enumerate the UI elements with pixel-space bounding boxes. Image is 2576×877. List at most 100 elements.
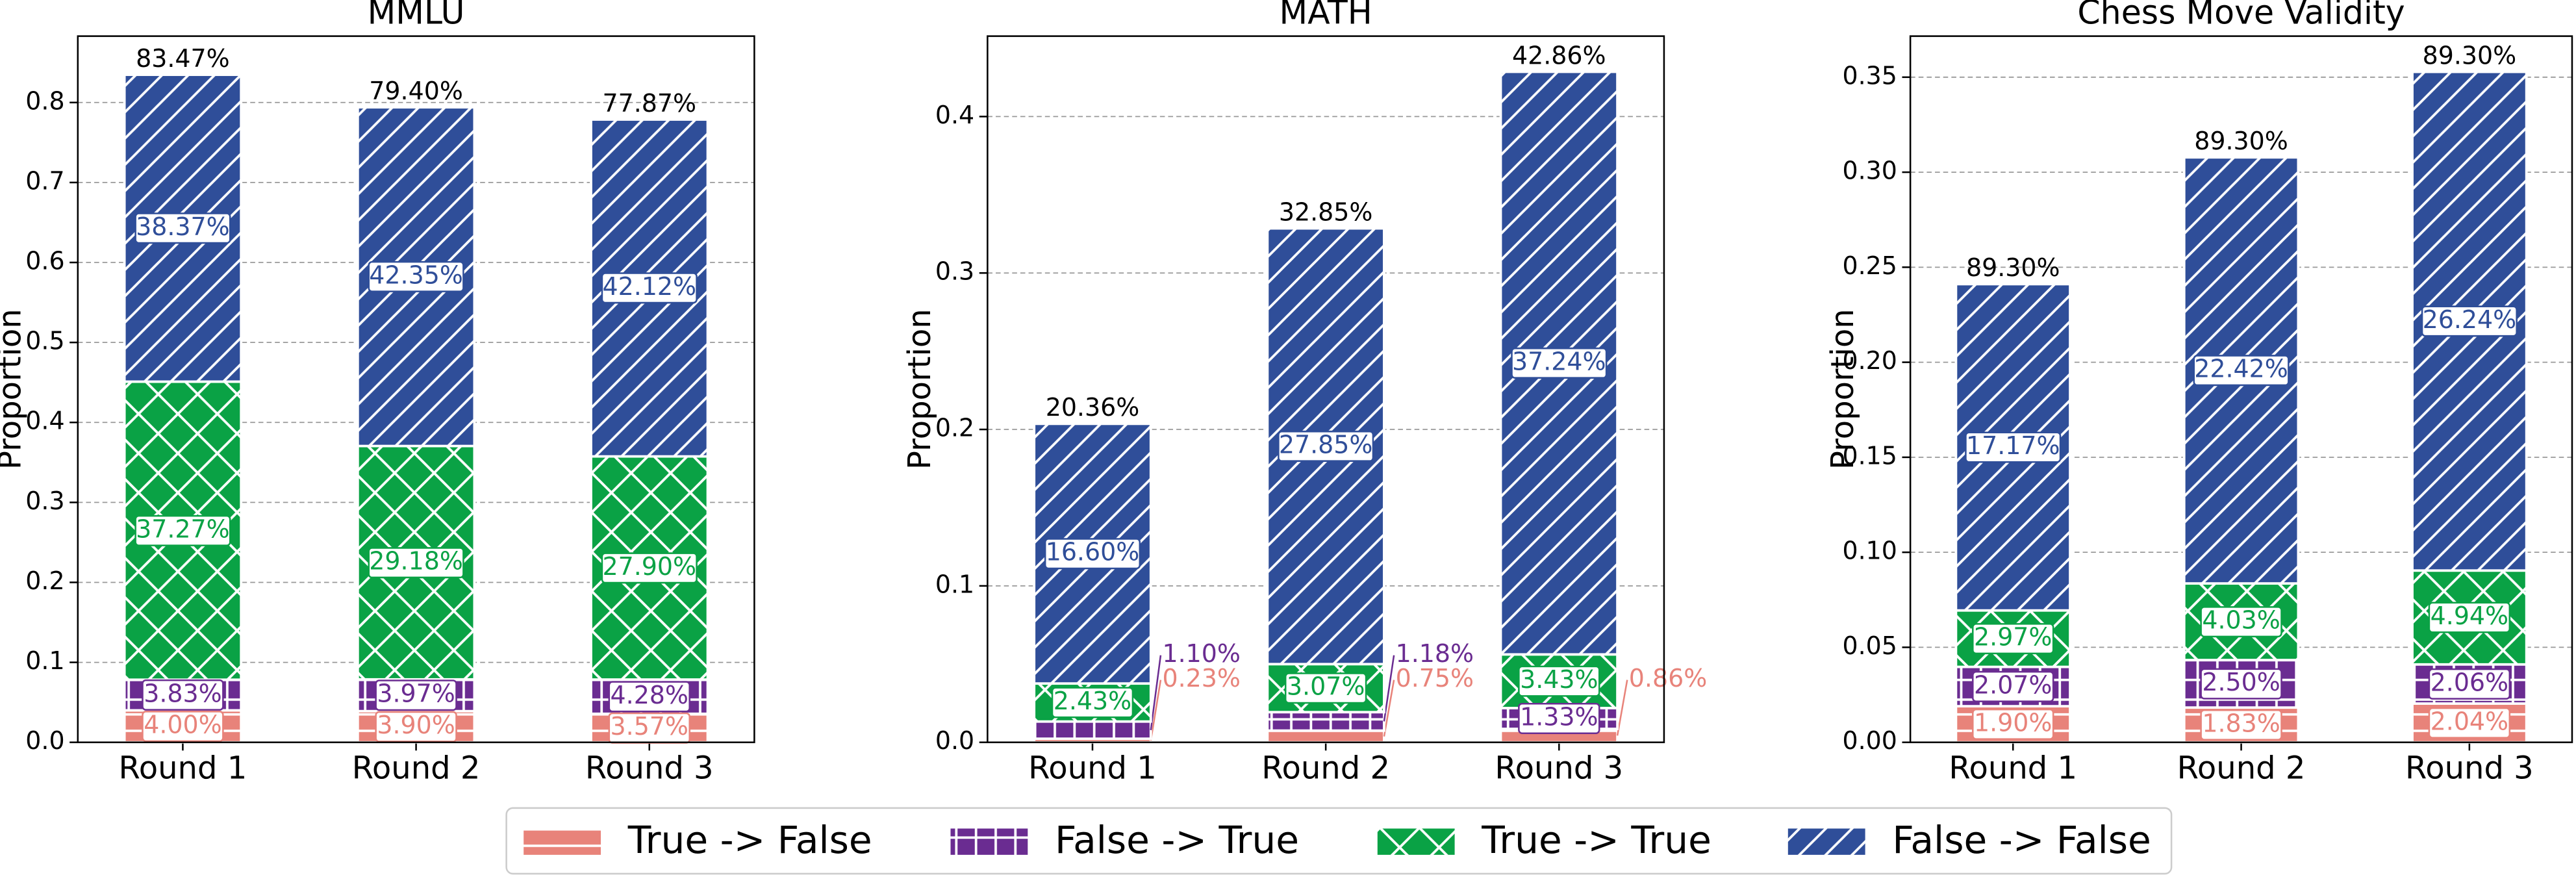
value-label-box — [134, 212, 231, 244]
plot-frame — [77, 35, 755, 743]
value-label: 3.43% — [1520, 665, 1598, 694]
bar-segment — [1266, 729, 1385, 744]
value-label: 3.90% — [377, 711, 455, 739]
leader-line — [1383, 655, 1395, 722]
legend-swatch — [522, 826, 603, 857]
value-label-box — [1518, 665, 1600, 697]
x-tick-label: Round 2 — [2177, 750, 2306, 787]
value-label-box — [1965, 431, 2062, 463]
value-label-box — [2200, 606, 2282, 638]
leader-line — [1150, 680, 1162, 741]
total-label: 42.86% — [1512, 41, 1606, 70]
value-label: 16.60% — [1046, 538, 1140, 566]
legend-swatch — [1376, 826, 1457, 857]
legend-box — [505, 807, 2173, 875]
value-label-box — [142, 679, 224, 711]
value-label-box — [1051, 687, 1134, 718]
value-label-box — [1972, 708, 2054, 740]
value-label: 4.00% — [144, 711, 221, 739]
total-label: 20.36% — [1046, 393, 1140, 422]
value-label: 4.94% — [2431, 602, 2508, 630]
x-tick-label: Round 1 — [119, 750, 247, 787]
value-label: 2.43% — [1054, 687, 1131, 715]
value-label-box — [2428, 707, 2511, 739]
value-label: 2.04% — [2431, 707, 2508, 735]
y-axis-label: Proportion — [902, 309, 938, 470]
y-tick-label: 0.5 — [25, 327, 64, 355]
y-tick-label: 0.15 — [1843, 441, 1897, 470]
y-tick-label: 0.1 — [935, 570, 974, 598]
chart-title: MATH — [1280, 0, 1372, 31]
x-tick-label: Round 1 — [1028, 750, 1157, 787]
y-tick-label: 0.0 — [935, 726, 974, 755]
value-label: 42.12% — [602, 272, 696, 301]
y-tick-label: 0.20 — [1843, 346, 1897, 375]
y-tick-label: 0.7 — [25, 166, 64, 195]
y-axis-label: Proportion — [0, 309, 29, 470]
value-label-box — [2421, 305, 2518, 337]
value-label: 4.28% — [611, 681, 688, 709]
x-tick-label: Round 3 — [585, 750, 714, 787]
value-label-box — [1044, 538, 1141, 570]
value-label-box — [2428, 668, 2511, 700]
leader-line — [1383, 680, 1395, 737]
value-label: 3.97% — [377, 680, 455, 708]
x-tick-label: Round 2 — [1261, 750, 1390, 787]
value-label: 2.97% — [1974, 623, 2052, 652]
value-label-box — [142, 711, 224, 743]
legend-swatch — [1786, 826, 1867, 857]
value-label-box — [2200, 709, 2282, 741]
value-label: 0.86% — [1629, 664, 1707, 693]
legend-label: True -> False — [627, 818, 872, 862]
plot-frame — [1909, 35, 2573, 743]
value-label-box — [368, 547, 464, 579]
bar-segment — [1266, 711, 1385, 732]
y-tick-label: 0.2 — [935, 414, 974, 442]
value-label: 17.17% — [1966, 431, 2060, 460]
legend-swatch — [948, 826, 1029, 857]
total-label: 83.47% — [136, 44, 230, 73]
value-label: 27.85% — [1279, 430, 1373, 459]
y-tick-label: 0.25 — [1843, 251, 1897, 280]
chart-title: MMLU — [368, 0, 465, 31]
value-label: 1.33% — [1520, 702, 1598, 731]
y-tick-label: 0.3 — [935, 257, 974, 286]
total-label: 89.30% — [2423, 41, 2517, 70]
y-tick-label: 0.05 — [1843, 631, 1897, 660]
value-label: 0.75% — [1396, 664, 1474, 693]
y-tick-label: 0.3 — [25, 487, 64, 515]
value-label: 2.06% — [2431, 668, 2508, 696]
value-label: 3.83% — [144, 679, 221, 707]
value-label-box — [134, 515, 231, 546]
legend-label: True -> True — [1481, 818, 1711, 862]
value-label: 27.90% — [602, 552, 696, 581]
value-label: 26.24% — [2423, 305, 2517, 334]
bar-segment — [1033, 720, 1152, 741]
value-label: 3.07% — [1287, 672, 1365, 701]
x-tick-label: Round 2 — [352, 750, 481, 787]
y-axis-label: Proportion — [1825, 309, 1861, 470]
value-label: 1.18% — [1396, 639, 1474, 668]
value-label-box — [1278, 430, 1374, 462]
x-tick-label: Round 3 — [2405, 750, 2534, 787]
value-label-box — [1284, 672, 1367, 704]
value-label-box — [1972, 670, 2054, 702]
x-tick-label: Round 3 — [1495, 750, 1623, 787]
value-label: 0.23% — [1162, 664, 1240, 693]
total-label: 77.87% — [602, 89, 696, 118]
value-label: 22.42% — [2194, 355, 2288, 383]
y-tick-label: 0.6 — [25, 247, 64, 275]
value-label: 1.83% — [2202, 709, 2280, 737]
value-label: 4.03% — [2202, 606, 2280, 635]
x-tick-label: Round 1 — [1949, 750, 2077, 787]
y-tick-label: 0.1 — [25, 646, 64, 675]
value-label: 1.90% — [1974, 708, 2052, 737]
value-label-box — [368, 261, 464, 292]
leader-line — [1616, 680, 1628, 736]
value-label-box — [2193, 355, 2290, 387]
value-label-box — [1511, 347, 1608, 379]
value-label: 2.50% — [2202, 668, 2280, 696]
value-label-box — [1972, 623, 2054, 655]
legend-label: False -> False — [1892, 818, 2151, 862]
